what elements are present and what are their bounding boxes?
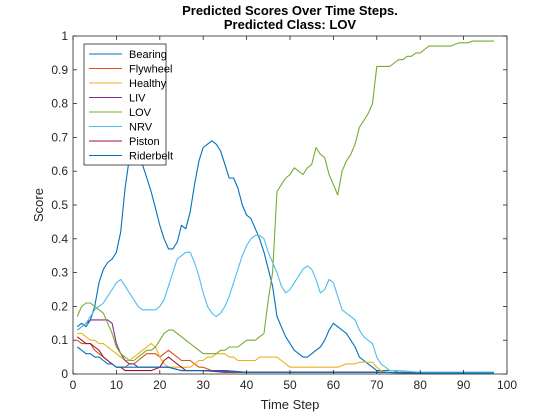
x-tick-label: 100	[497, 378, 517, 392]
x-tick-label: 60	[327, 378, 341, 392]
y-tick-label: 1	[61, 29, 68, 43]
legend-entries: Bearing Flywheel Healthy LIV LOV NRV Piston Rid…	[89, 49, 173, 163]
y-tick-label: 0.2	[51, 299, 68, 313]
y-tick-label: 0.1	[51, 333, 68, 347]
x-tick-label: 40	[240, 378, 254, 392]
chart-title-line-2: Predicted Class: LOV	[224, 17, 357, 32]
x-tick-label: 0	[70, 378, 77, 392]
x-tick-label: 10	[110, 378, 124, 392]
x-axis-label: Time Step	[261, 397, 320, 412]
y-tick-label: 0.7	[51, 130, 68, 144]
legend-label: LOV	[129, 107, 152, 119]
series-line-healthy	[77, 332, 494, 374]
x-tick-label: 90	[457, 378, 471, 392]
legend-label: Flywheel	[129, 64, 172, 76]
y-tick-label: 0.9	[51, 63, 68, 77]
legend-label: NRV	[129, 122, 153, 134]
x-tick-label: 70	[370, 378, 384, 392]
x-tick-label: 20	[153, 378, 167, 392]
series-line-lov	[76, 40, 494, 362]
legend-box	[83, 43, 167, 166]
y-axis-label: Score	[31, 188, 46, 222]
y-tick-label: 0	[61, 367, 68, 381]
y-tick-label: 0.6	[51, 164, 68, 178]
legend: Bearing Flywheel Healthy LIV LOV NRV Piston Rid…	[83, 43, 173, 166]
y-tick-label: 0.5	[51, 198, 68, 212]
x-tick-label: 50	[283, 378, 297, 392]
legend-label: Bearing	[129, 49, 167, 61]
series-line-nrv	[76, 234, 494, 373]
x-tick-label: 30	[197, 378, 211, 392]
y-tick-label: 0.8	[51, 97, 68, 111]
y-tick-label: 0.4	[51, 232, 68, 246]
legend-label: Piston	[129, 136, 160, 148]
y-tick-label: 0.3	[51, 266, 68, 280]
legend-label: Healthy	[129, 78, 167, 90]
x-tick-label: 80	[414, 378, 428, 392]
legend-label: LIV	[129, 93, 146, 105]
legend-label: Riderbelt	[129, 151, 173, 163]
ticks-layer: 0 10 20 30 40 50 60 70 80 90 100 0 0.1 0.2 0.3 0.4 0.5 0.…	[51, 29, 517, 392]
chart-title-line-1: Predicted Scores Over Time Steps.	[182, 3, 398, 18]
